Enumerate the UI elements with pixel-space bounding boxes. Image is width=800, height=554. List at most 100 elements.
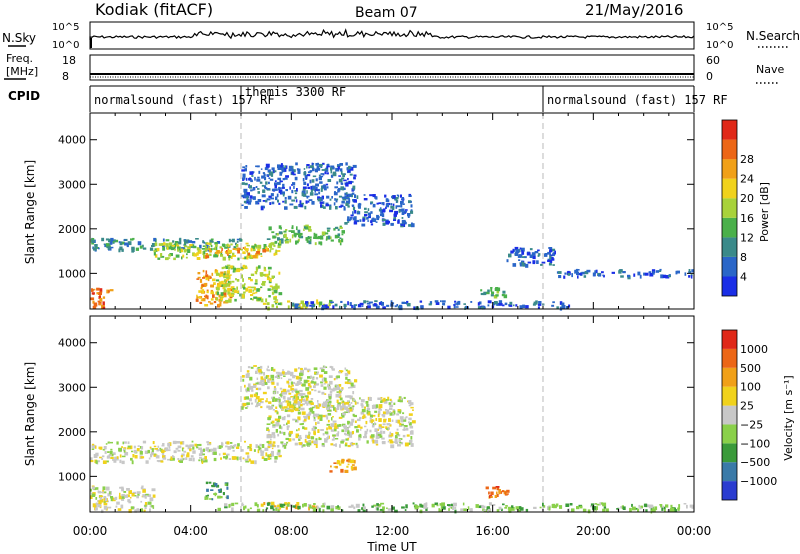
echo-cell [564,272,567,275]
echo-cell [379,435,383,438]
echo-cell [339,370,344,372]
echo-cell [303,193,307,197]
echo-cell [434,300,439,303]
echo-cell [108,239,111,242]
echo-cell [480,504,484,509]
echo-cell [241,194,245,198]
echo-cell [260,380,263,384]
echo-cell [194,443,197,447]
echo-cell [387,396,390,400]
echo-cell [224,279,226,283]
echo-cell [480,292,485,296]
echo-cell [500,491,503,494]
echo-cell [253,393,257,397]
echo-cell [307,382,311,387]
echo-cell [210,284,214,288]
echo-cell [196,444,200,446]
echo-cell [305,306,307,310]
echo-cell [261,184,265,187]
echo-cell [215,279,220,282]
echo-cell [279,424,282,427]
echo-cell [183,239,186,242]
echo-cell [197,272,201,275]
echo-cell [350,504,354,508]
echo-cell [205,276,208,281]
echo-cell [242,403,247,406]
echo-cell [313,381,317,384]
echo-cell [326,407,330,410]
echo-cell [286,441,289,444]
echo-cell [180,441,183,445]
echo-cell [185,256,188,259]
echo-cell [221,445,223,448]
echo-cell [395,419,399,423]
echo-cell [285,189,288,192]
y-tick-label: 4000 [58,134,86,147]
echo-cell [159,449,161,451]
echo-cell [341,413,343,417]
echo-cell [281,186,285,189]
echo-cell [222,452,226,456]
echo-cell [309,408,314,412]
echo-cell [311,440,314,444]
echo-cell [313,232,316,237]
echo-cell [171,247,174,250]
echo-cell [291,168,294,172]
echo-cell [395,205,398,209]
echo-cell [151,488,156,492]
echo-cell [172,455,174,458]
echo-cell [322,433,325,436]
echo-cell [306,183,309,187]
echo-cell [322,201,325,204]
echo-cell [382,509,385,513]
echo-cell [299,203,303,208]
echo-cell [181,247,185,250]
echo-cell [392,413,395,416]
echo-cell [485,486,489,490]
echo-cell [351,431,354,435]
echo-cell [183,243,187,246]
echo-cell [277,244,281,249]
echo-cell [271,289,274,291]
echo-cell [362,503,365,507]
echo-cell [486,291,490,295]
echo-cell [262,172,265,174]
echo-cell [278,271,281,275]
echo-cell [331,366,334,370]
echo-cell [487,508,492,512]
echo-cell [325,204,329,207]
echo-cell [406,300,409,305]
echo-cell [210,489,214,491]
echo-cell [261,175,265,179]
echo-cell [271,396,274,400]
echo-cell [262,509,265,513]
echo-cell [91,443,95,446]
echo-cell [295,434,299,439]
echo-cell [232,248,236,250]
echo-cell [345,202,349,206]
echo-cell [316,302,321,305]
echo-cell [311,406,315,409]
echo-cell [338,416,343,419]
echo-cell [92,503,97,508]
echo-cell [91,493,96,497]
echo-cell [332,173,337,177]
echo-cell [396,428,399,431]
echo-region [485,486,510,499]
echo-cell [287,502,290,504]
colorbar-swatch [722,424,737,444]
velocity-echoes [90,316,695,514]
echo-cell [331,438,335,441]
echo-cell [156,449,160,452]
echo-cell [318,414,323,418]
echo-cell [590,505,594,508]
echo-cell [375,418,378,421]
echo-cell [392,203,395,207]
echo-cell [224,246,228,249]
echo-cell [404,302,407,304]
echo-cell [361,404,364,408]
echo-cell [314,389,317,392]
echo-region [204,246,269,260]
echo-cell [550,260,553,263]
echo-cell [305,195,310,198]
